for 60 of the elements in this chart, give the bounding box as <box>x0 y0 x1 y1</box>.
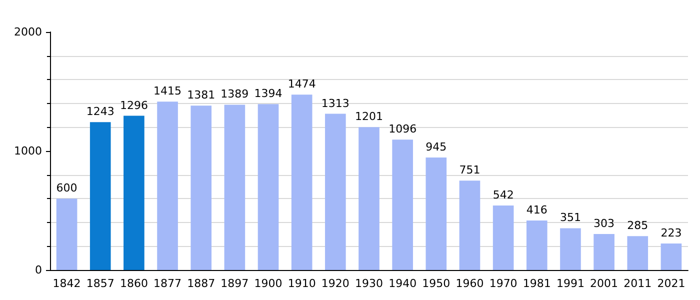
data-label: 1243 <box>86 105 114 118</box>
bar <box>291 94 312 270</box>
bar <box>190 106 212 270</box>
bar <box>526 220 548 270</box>
x-tick-label: 1842 <box>52 277 81 290</box>
y-tick-label: 1000 <box>14 144 42 158</box>
bar <box>560 228 581 270</box>
bar <box>594 234 614 270</box>
bar <box>492 206 514 270</box>
bar <box>90 122 111 270</box>
x-tick-label: 1860 <box>120 277 148 290</box>
x-tick-label: 1930 <box>355 277 383 290</box>
x-tick-label: 1950 <box>422 277 450 290</box>
bar <box>358 127 380 270</box>
data-label: 1313 <box>321 96 350 110</box>
x-tick-label: 1910 <box>288 277 316 290</box>
data-label: 416 <box>526 203 548 216</box>
bar <box>124 116 144 270</box>
bar <box>627 236 648 270</box>
data-label: 1201 <box>355 110 383 124</box>
data-label: 1474 <box>288 78 316 91</box>
data-label: 1389 <box>220 88 249 101</box>
x-tick-label: 1940 <box>388 277 417 290</box>
data-label: 600 <box>56 182 78 195</box>
bar <box>224 104 246 270</box>
x-tick-label: 1970 <box>489 277 518 290</box>
data-label: 1415 <box>154 84 182 98</box>
bar <box>392 140 413 270</box>
bar <box>56 198 78 270</box>
x-tick-label: 1981 <box>522 277 551 290</box>
x-tick-label: 1991 <box>556 277 584 290</box>
x-tick-label: 1897 <box>220 277 249 290</box>
x-tick-label: 2011 <box>624 277 652 290</box>
data-label: 542 <box>492 188 514 202</box>
x-tick-label: 1900 <box>254 277 282 290</box>
bar <box>157 102 178 270</box>
data-label: 945 <box>426 140 447 154</box>
data-label: 1296 <box>120 98 148 112</box>
y-tick-label: 0 <box>35 264 42 276</box>
bar <box>459 180 480 270</box>
bar <box>258 104 279 270</box>
x-tick-label: 1887 <box>187 277 216 290</box>
data-label: 285 <box>627 219 648 232</box>
x-tick-label: 1857 <box>86 277 114 290</box>
y-tick-label: 2000 <box>14 26 42 38</box>
x-tick-label: 1920 <box>321 277 350 290</box>
x-tick-label: 1877 <box>154 277 182 290</box>
data-label: 1394 <box>254 87 282 100</box>
data-label: 1096 <box>388 122 417 136</box>
bar <box>426 158 447 270</box>
data-label: 351 <box>560 211 581 224</box>
bar <box>325 114 346 270</box>
bar <box>660 243 682 270</box>
x-tick-label: 1960 <box>456 277 484 290</box>
data-label: 1381 <box>187 88 216 102</box>
x-tick-label: 2001 <box>590 277 618 290</box>
data-label: 303 <box>594 216 615 230</box>
data-label: 751 <box>459 164 480 177</box>
data-label: 223 <box>660 226 682 240</box>
x-tick-label: 2021 <box>657 277 686 290</box>
